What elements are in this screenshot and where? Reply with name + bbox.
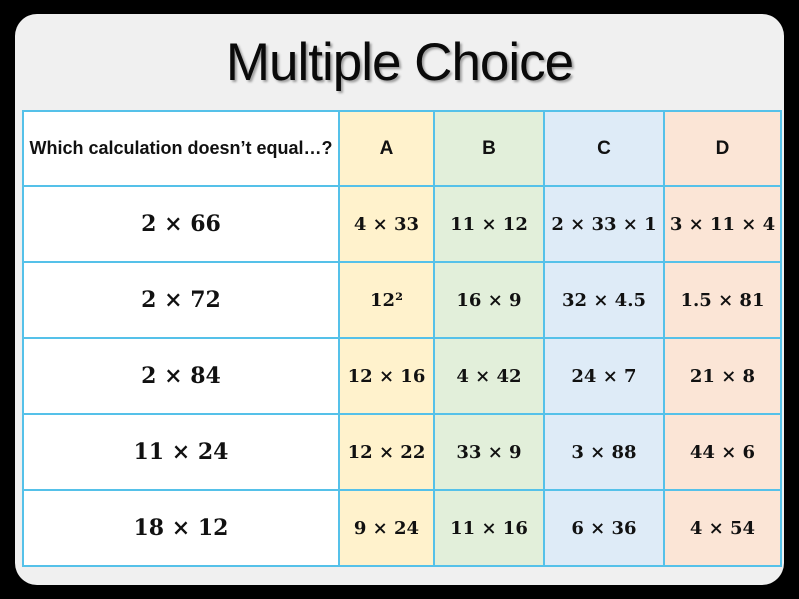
option-d-cell: 21 × 8 [663,337,782,415]
col-header-c: C [543,110,665,187]
option-a-cell: 12 × 16 [338,337,435,415]
slide-title: Multiple Choice [225,33,574,92]
table-row: 2 × 84 12 × 16 4 × 42 24 × 7 21 × 8 [22,337,782,415]
table-row: 11 × 24 12 × 22 33 × 9 3 × 88 44 × 6 [22,413,782,491]
col-header-a: A [338,110,435,187]
option-d-cell: 3 × 11 × 4 [663,185,782,263]
option-d-cell: 44 × 6 [663,413,782,491]
option-b-cell: 11 × 12 [433,185,545,263]
option-a-cell: 4 × 33 [338,185,435,263]
col-header-b: B [433,110,545,187]
table-header-row: Which calculation doesn’t equal…? A B C … [22,110,782,187]
question-cell: 11 × 24 [22,413,340,491]
table-row: 2 × 72 12² 16 × 9 32 × 4.5 1.5 × 81 [22,261,782,339]
question-cell: 2 × 72 [22,261,340,339]
option-c-cell: 3 × 88 [543,413,665,491]
option-c-cell: 6 × 36 [543,489,665,567]
question-cell: 18 × 12 [22,489,340,567]
option-b-cell: 11 × 16 [433,489,545,567]
table-row: 18 × 12 9 × 24 11 × 16 6 × 36 4 × 54 [22,489,782,567]
multiple-choice-table: Which calculation doesn’t equal…? A B C … [22,110,782,567]
question-cell: 2 × 66 [22,185,340,263]
option-a-cell: 12 × 22 [338,413,435,491]
option-b-cell: 33 × 9 [433,413,545,491]
question-column-header: Which calculation doesn’t equal…? [22,110,340,187]
question-cell: 2 × 84 [22,337,340,415]
option-b-cell: 16 × 9 [433,261,545,339]
option-d-cell: 1.5 × 81 [663,261,782,339]
col-header-d: D [663,110,782,187]
option-b-cell: 4 × 42 [433,337,545,415]
option-d-cell: 4 × 54 [663,489,782,567]
option-a-cell: 12² [338,261,435,339]
option-a-cell: 9 × 24 [338,489,435,567]
option-c-cell: 32 × 4.5 [543,261,665,339]
option-c-cell: 24 × 7 [543,337,665,415]
slide-card: Multiple Choice Which calculation doesn’… [15,14,784,585]
table-row: 2 × 66 4 × 33 11 × 12 2 × 33 × 1 3 × 11 … [22,185,782,263]
option-c-cell: 2 × 33 × 1 [543,185,665,263]
